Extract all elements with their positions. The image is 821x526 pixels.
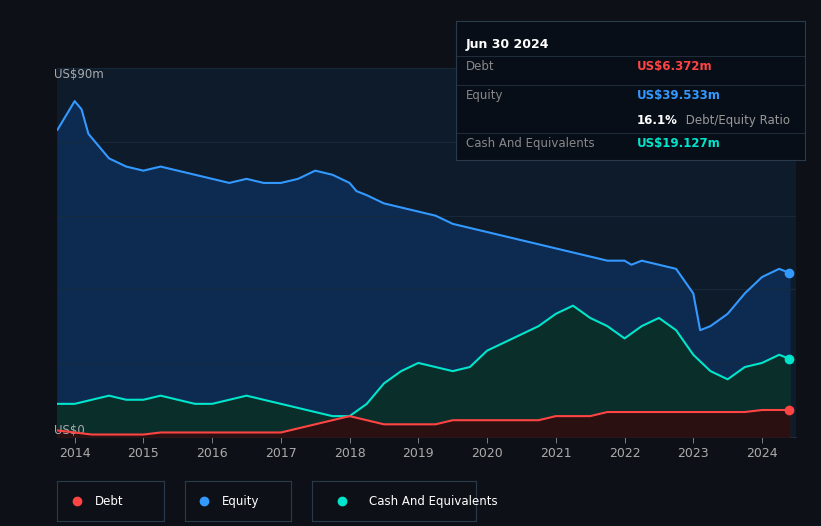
Text: Jun 30 2024: Jun 30 2024: [466, 38, 549, 51]
Text: US$19.127m: US$19.127m: [637, 137, 721, 150]
Text: Debt: Debt: [466, 60, 495, 73]
Text: Cash And Equivalents: Cash And Equivalents: [466, 137, 594, 150]
Text: US$90m: US$90m: [54, 68, 103, 82]
Text: Cash And Equivalents: Cash And Equivalents: [369, 494, 498, 508]
Text: Equity: Equity: [466, 89, 503, 103]
Text: 16.1%: 16.1%: [637, 115, 678, 127]
Text: Debt/Equity Ratio: Debt/Equity Ratio: [682, 115, 791, 127]
Text: US$6.372m: US$6.372m: [637, 60, 713, 73]
Text: US$0: US$0: [54, 423, 85, 437]
Text: Equity: Equity: [222, 494, 259, 508]
Text: US$39.533m: US$39.533m: [637, 89, 721, 103]
Text: Debt: Debt: [95, 494, 123, 508]
